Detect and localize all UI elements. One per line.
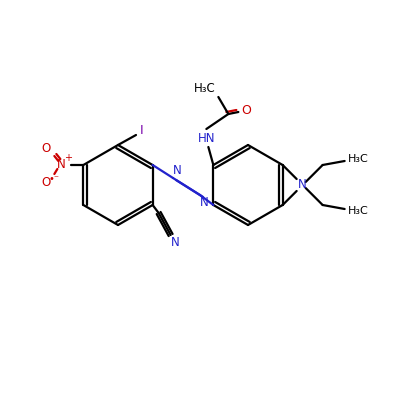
Text: •⁻: •⁻	[49, 174, 60, 184]
Text: H₃C: H₃C	[194, 82, 215, 94]
Text: O: O	[42, 142, 51, 154]
Text: N: N	[200, 196, 208, 210]
Text: N: N	[173, 164, 181, 176]
Text: N: N	[57, 158, 66, 172]
Text: O: O	[242, 104, 251, 116]
Text: O: O	[42, 176, 51, 188]
Text: N: N	[298, 178, 307, 192]
Text: H₃C: H₃C	[348, 206, 369, 216]
Text: N: N	[171, 236, 180, 250]
Text: HN: HN	[198, 132, 215, 144]
Text: +: +	[64, 153, 72, 163]
Text: H₃C: H₃C	[348, 154, 369, 164]
Text: I: I	[140, 124, 144, 138]
